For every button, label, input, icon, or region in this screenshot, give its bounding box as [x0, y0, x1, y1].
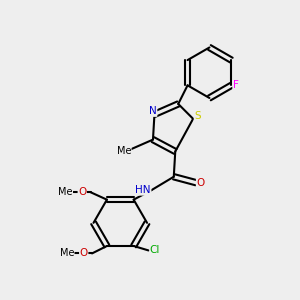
Text: N: N: [149, 106, 157, 116]
Text: S: S: [194, 111, 201, 121]
Text: Me: Me: [58, 187, 73, 197]
Text: Me: Me: [59, 248, 74, 258]
Text: F: F: [233, 80, 239, 90]
Text: Cl: Cl: [150, 245, 160, 255]
Text: O: O: [196, 178, 205, 188]
Text: O: O: [78, 187, 86, 197]
Text: Me: Me: [117, 146, 131, 157]
Text: O: O: [80, 248, 88, 258]
Text: HN: HN: [135, 185, 151, 195]
